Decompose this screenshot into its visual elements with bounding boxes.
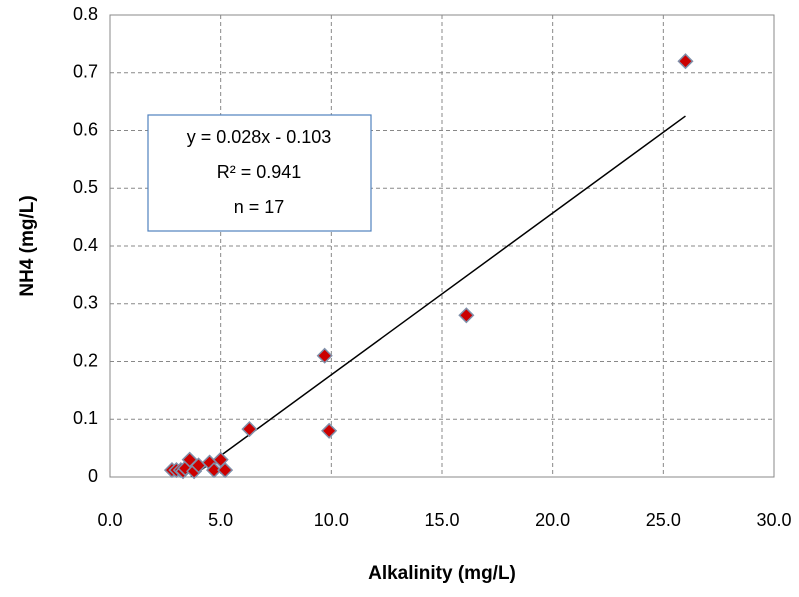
x-tick-label: 20.0 (535, 510, 570, 530)
y-tick-label: 0.4 (73, 235, 98, 255)
data-point (677, 53, 694, 70)
x-tick-label: 5.0 (208, 510, 233, 530)
data-point (241, 421, 258, 438)
data-point (316, 347, 333, 364)
y-tick-label: 0 (88, 466, 98, 486)
annotation: y = 0.028x - 0.103 (187, 127, 332, 147)
data-point (321, 422, 338, 439)
y-tick-label: 0.2 (73, 350, 98, 370)
x-tick-label: 25.0 (646, 510, 681, 530)
y-tick-label: 0.1 (73, 408, 98, 428)
annotation: n = 17 (234, 197, 285, 217)
x-axis-label: Alkalinity (mg/L) (368, 563, 516, 584)
y-tick-label: 0.8 (73, 4, 98, 24)
y-axis-label: NH4 (mg/L) (17, 195, 38, 296)
x-tick-label: 10.0 (314, 510, 349, 530)
y-tick-label: 0.6 (73, 119, 98, 139)
trendline (190, 115, 686, 477)
y-tick-label: 0.5 (73, 177, 98, 197)
data-point (217, 462, 234, 479)
annotation: R² = 0.941 (217, 162, 302, 182)
x-tick-label: 0.0 (97, 510, 122, 530)
y-tick-label: 0.3 (73, 293, 98, 313)
trendline-group (190, 115, 686, 477)
x-tick-label: 15.0 (424, 510, 459, 530)
y-tick-label: 0.7 (73, 62, 98, 82)
data-point (458, 307, 475, 324)
data-point (205, 462, 223, 479)
annotation-box (147, 114, 372, 232)
x-tick-label: 30.0 (756, 510, 791, 530)
